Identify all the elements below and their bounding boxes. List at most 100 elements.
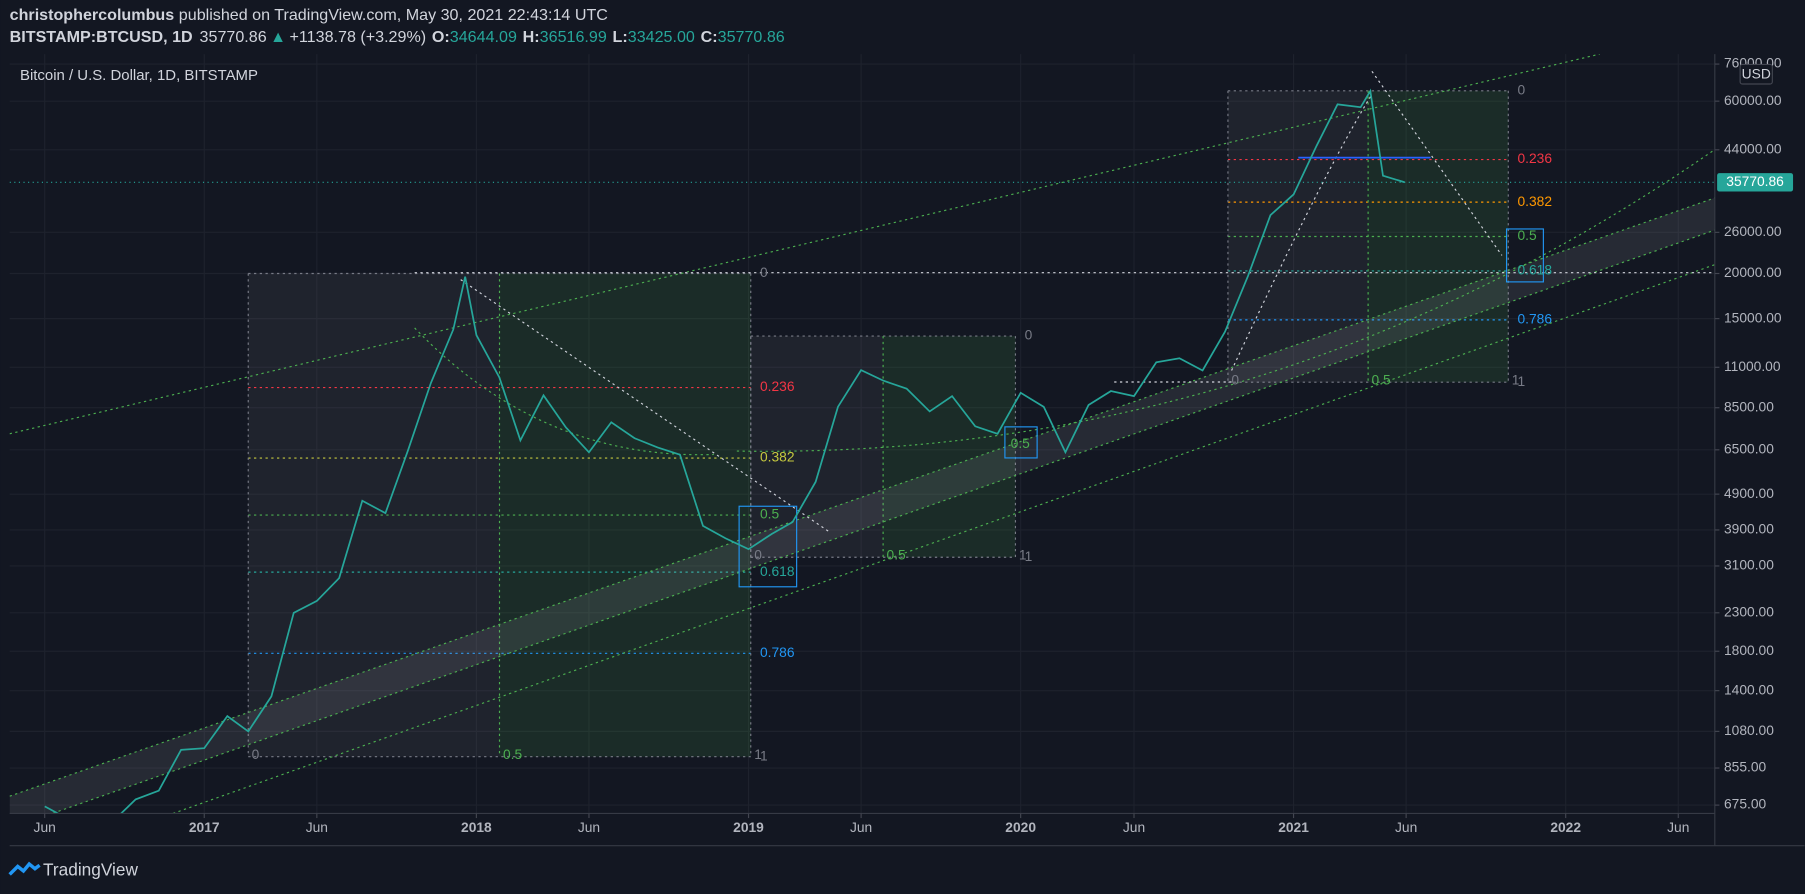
fib-level-label: 0 — [1517, 82, 1525, 97]
y-tick-label: 60000.00 — [1724, 93, 1782, 108]
fib-time-label: 0 — [754, 548, 762, 563]
change: +1138.78 (+3.29%) — [290, 28, 427, 46]
y-tick-label: 3100.00 — [1724, 558, 1774, 573]
x-tick-label: 2018 — [461, 820, 492, 835]
fib-time-label: 0 — [1231, 373, 1239, 388]
fib-drawings — [247, 90, 1509, 758]
fib-level-label: 1 — [760, 748, 768, 763]
channel-line — [50, 229, 1715, 814]
y-tick-label: 4900.00 — [1724, 486, 1774, 501]
open: 34644.09 — [450, 28, 517, 46]
fib-level-label: 0.236 — [760, 379, 795, 394]
x-tick-label: Jun — [1123, 820, 1145, 835]
fib-time-label: 1 — [1019, 548, 1027, 563]
h-label: H: — [523, 28, 540, 46]
axes: 76000.0060000.0044000.0026000.0020000.00… — [34, 56, 1794, 835]
channel-line — [172, 264, 1715, 814]
last-price-label: 35770.86 — [1726, 174, 1784, 189]
x-tick-label: Jun — [850, 820, 872, 835]
price-line — [44, 88, 1405, 814]
y-tick-label: 3900.00 — [1724, 522, 1774, 537]
chart-title: Bitcoin / U.S. Dollar, 1D, BITSTAMP — [20, 67, 258, 84]
highlight-box — [738, 505, 798, 588]
c-label: C: — [701, 28, 718, 46]
trend-line — [1231, 94, 1373, 371]
fib-level-label: 0.618 — [1517, 263, 1552, 278]
y-tick-label: 20000.00 — [1724, 265, 1782, 280]
fib-zone — [1368, 90, 1509, 383]
x-tick-label: 2020 — [1005, 820, 1036, 835]
x-tick-label: Jun — [1667, 820, 1689, 835]
fib-time-label: 0 — [252, 747, 260, 762]
x-tick-label: 2019 — [733, 820, 764, 835]
author: christophercolumbus — [10, 6, 175, 24]
channel-band — [9, 197, 1715, 814]
y-tick-label: 2300.00 — [1724, 604, 1774, 619]
fib-level-label: 0.618 — [760, 564, 795, 579]
fib-time-label: 0.5 — [503, 747, 523, 762]
low: 33425.00 — [628, 28, 695, 46]
fib-level-label: 0.5 — [760, 507, 780, 522]
x-tick-label: Jun — [306, 820, 328, 835]
x-tick-label: Jun — [1395, 820, 1417, 835]
fib-time-label: 0.5 — [1372, 373, 1392, 388]
fib-level-label: 0.382 — [760, 450, 795, 465]
fib-time-label: 1 — [754, 747, 762, 762]
currency-box — [1739, 63, 1773, 85]
drawings — [9, 54, 1715, 814]
x-tick-label: 2017 — [189, 820, 220, 835]
fib-level-label: 1 — [1517, 374, 1525, 389]
fib-level-label: 0.786 — [760, 645, 795, 660]
grid — [9, 54, 1715, 814]
fib-level-label: 0.382 — [1517, 194, 1552, 209]
y-tick-label: 26000.00 — [1724, 224, 1782, 239]
x-tick-label: Jun — [578, 820, 600, 835]
high: 36516.99 — [540, 28, 607, 46]
symbol-line: BITSTAMP:BTCUSD, 1D 35770.86 ▲ +1138.78 (+3… — [10, 28, 785, 46]
x-tick-label: 2021 — [1278, 820, 1309, 835]
last-price-tag — [1717, 173, 1794, 192]
x-tick-label: Jun — [34, 820, 56, 835]
fib-level-label: 0.786 — [1517, 312, 1552, 327]
y-tick-label: 1800.00 — [1724, 643, 1774, 658]
fib-level-label: 0.236 — [1517, 151, 1552, 166]
x-tick-label: 2022 — [1550, 820, 1581, 835]
o-label: O: — [432, 28, 450, 46]
currency: USD — [1742, 66, 1771, 81]
l-label: L: — [613, 28, 628, 46]
fib-time-label: 0.5 — [887, 548, 907, 563]
box-label: 0.5 — [1011, 436, 1031, 451]
header-line: christophercolumbus published on TradingV… — [10, 6, 609, 24]
y-tick-label: 6500.00 — [1724, 441, 1774, 456]
logo — [8, 861, 41, 876]
highlight-box — [1505, 228, 1544, 283]
close: 35770.86 — [718, 28, 785, 46]
y-tick-label: 855.00 — [1724, 760, 1767, 775]
y-tick-label: 1400.00 — [1724, 682, 1774, 697]
price-series — [9, 88, 1715, 814]
y-tick-label: 675.00 — [1724, 797, 1767, 812]
upper-channel-line — [9, 54, 1600, 435]
highlight-box — [1004, 426, 1038, 459]
fib-time-label: 1 — [1512, 373, 1520, 388]
fib-level-label: 0 — [760, 265, 768, 280]
fib-zone — [750, 336, 884, 558]
brand: TradingView — [43, 860, 138, 880]
fib-level-label: 1 — [1025, 549, 1033, 564]
curve — [414, 327, 714, 456]
fib-level-label: 0.5 — [1517, 228, 1537, 243]
y-tick-label: 8500.00 — [1724, 399, 1774, 414]
last: 35770.86 — [200, 28, 267, 46]
channel-line — [9, 197, 1715, 797]
fib-level-label: 0 — [1025, 328, 1033, 343]
published: published on TradingView.com, May 30, 20… — [179, 6, 609, 24]
y-tick-label: 15000.00 — [1724, 310, 1782, 325]
y-tick-label: 11000.00 — [1724, 359, 1781, 374]
arrow: ▲ — [270, 28, 286, 46]
symbol: BITSTAMP:BTCUSD, 1D — [10, 28, 193, 46]
y-tick-label: 44000.00 — [1724, 141, 1782, 156]
fib-zone — [883, 336, 1016, 558]
